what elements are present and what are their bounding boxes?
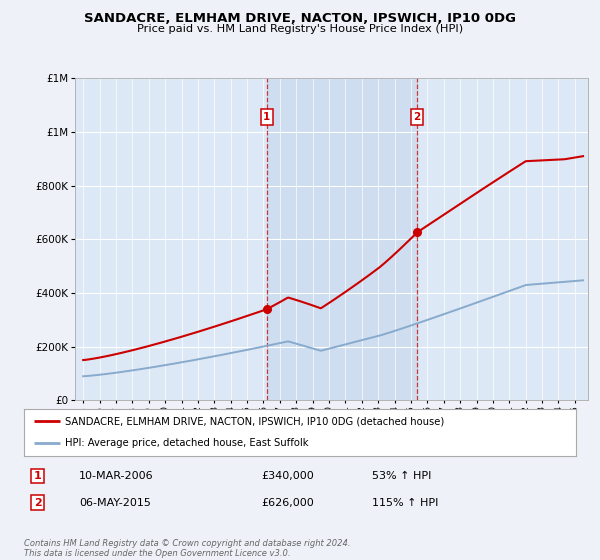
Text: £340,000: £340,000 xyxy=(262,471,314,481)
Text: 115% ↑ HPI: 115% ↑ HPI xyxy=(372,498,438,507)
Bar xyxy=(267,78,417,400)
Text: £626,000: £626,000 xyxy=(262,498,314,507)
Text: 1: 1 xyxy=(263,112,271,122)
Text: 10-MAR-2006: 10-MAR-2006 xyxy=(79,471,154,481)
Text: SANDACRE, ELMHAM DRIVE, NACTON, IPSWICH, IP10 0DG (detached house): SANDACRE, ELMHAM DRIVE, NACTON, IPSWICH,… xyxy=(65,416,445,426)
Text: HPI: Average price, detached house, East Suffolk: HPI: Average price, detached house, East… xyxy=(65,438,309,448)
Text: 53% ↑ HPI: 53% ↑ HPI xyxy=(372,471,431,481)
Text: SANDACRE, ELMHAM DRIVE, NACTON, IPSWICH, IP10 0DG: SANDACRE, ELMHAM DRIVE, NACTON, IPSWICH,… xyxy=(84,12,516,25)
Text: 1: 1 xyxy=(34,471,41,481)
Text: Price paid vs. HM Land Registry's House Price Index (HPI): Price paid vs. HM Land Registry's House … xyxy=(137,24,463,34)
Text: 2: 2 xyxy=(34,498,41,507)
Text: 06-MAY-2015: 06-MAY-2015 xyxy=(79,498,151,507)
Text: Contains HM Land Registry data © Crown copyright and database right 2024.
This d: Contains HM Land Registry data © Crown c… xyxy=(24,539,350,558)
Text: 2: 2 xyxy=(413,112,421,122)
